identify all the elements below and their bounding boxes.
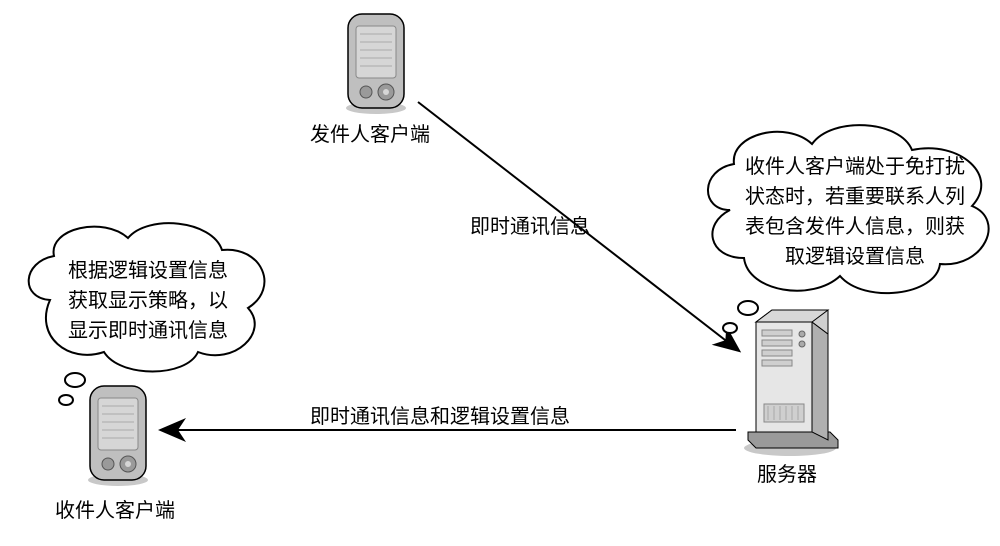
edge1-label: 即时通讯信息 [470, 210, 590, 239]
server-icon [744, 310, 838, 456]
recipient-thought-line: 获取显示策略，以 [48, 286, 248, 316]
recipient-thought-line: 根据逻辑设置信息 [48, 256, 248, 286]
recipient-label: 收件人客户端 [55, 494, 175, 523]
server-thought-line: 取逻辑设置信息 [730, 242, 980, 272]
recipient-thought-text: 根据逻辑设置信息 获取显示策略，以 显示即时通讯信息 [48, 256, 248, 346]
sender-label: 发件人客户端 [310, 118, 430, 147]
sender-phone-icon [346, 14, 406, 114]
server-label: 服务器 [757, 458, 817, 487]
edge2-label: 即时通讯信息和逻辑设置信息 [310, 400, 570, 429]
server-thought-line: 状态时，若重要联系人列 [730, 182, 980, 212]
recipient-thought-line: 显示即时通讯信息 [48, 316, 248, 346]
server-thought-text: 收件人客户端处于免打扰 状态时，若重要联系人列 表包含发件人信息，则获 取逻辑设… [730, 152, 980, 272]
server-thought-line: 表包含发件人信息，则获 [730, 212, 980, 242]
server-thought-line: 收件人客户端处于免打扰 [730, 152, 980, 182]
recipient-phone-icon [88, 386, 148, 486]
